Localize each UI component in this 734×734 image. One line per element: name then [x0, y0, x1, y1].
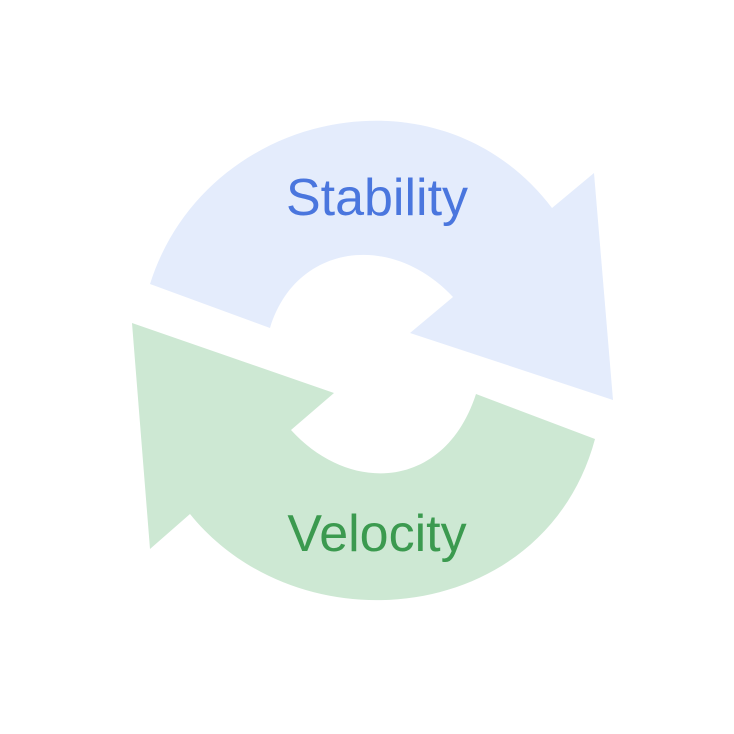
stability-arrow	[150, 120, 613, 400]
velocity-arrow	[132, 323, 595, 601]
stability-label: Stability	[286, 169, 468, 227]
velocity-label: Velocity	[287, 505, 466, 563]
